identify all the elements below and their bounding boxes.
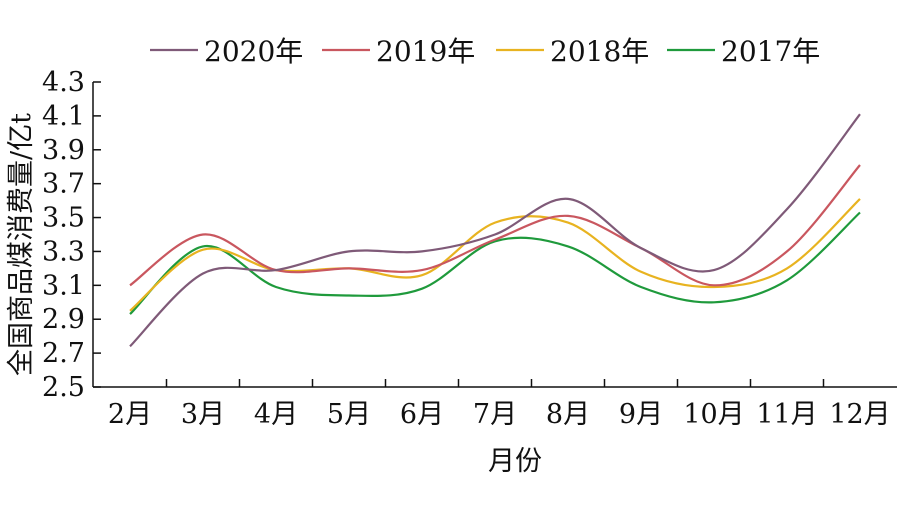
- x-tick-label: 12月: [829, 399, 890, 430]
- y-tick-label: 3.9: [42, 135, 85, 166]
- y-tick-label: 3.7: [42, 169, 85, 200]
- y-tick-label: 3.5: [42, 203, 85, 234]
- y-tick-label: 2.9: [42, 304, 85, 335]
- y-ticks: 2.52.72.93.13.33.53.73.94.14.3: [42, 67, 101, 403]
- legend-label: 2017年: [721, 35, 820, 68]
- x-tick-label: 10月: [683, 399, 744, 430]
- y-tick-label: 3.1: [42, 270, 85, 301]
- y-axis-title: 全国商品煤消费量/亿t: [6, 113, 37, 376]
- legend-label: 2020年: [204, 35, 303, 68]
- legend: 2020年 2019年 2018年 2017年: [150, 35, 820, 68]
- axes: 2.52.72.93.13.33.53.73.94.14.3 2月 3月 4月 5月 6…: [42, 67, 897, 430]
- x-tick-label: 7月: [473, 399, 517, 430]
- x-tick-label: 9月: [619, 399, 663, 430]
- series-line-2017年: [129, 211, 861, 315]
- x-tick-label: 5月: [327, 399, 371, 430]
- series-line-2020年: [129, 113, 861, 348]
- y-tick-label: 4.3: [42, 67, 85, 98]
- x-tick-label: 3月: [181, 399, 225, 430]
- y-tick-label: 3.3: [42, 236, 85, 267]
- x-tick-label: 11月: [756, 399, 817, 430]
- y-tick-label: 4.1: [42, 101, 85, 132]
- series-group: [129, 113, 861, 348]
- x-tick-label: 8月: [546, 399, 590, 430]
- x-ticks: 2月 3月 4月 5月 6月 7月 8月 9月 10月 11月 12月: [108, 379, 891, 430]
- x-axis-title: 月份: [488, 446, 542, 477]
- series-line-2019年: [129, 164, 861, 287]
- y-tick-label: 2.7: [42, 338, 85, 369]
- x-tick-label: 4月: [254, 399, 298, 430]
- series-line-2018年: [129, 198, 861, 312]
- legend-label: 2018年: [550, 35, 649, 68]
- x-tick-label: 2月: [108, 399, 152, 430]
- y-tick-label: 2.5: [42, 372, 85, 403]
- legend-label: 2019年: [376, 35, 475, 68]
- x-tick-label: 6月: [400, 399, 444, 430]
